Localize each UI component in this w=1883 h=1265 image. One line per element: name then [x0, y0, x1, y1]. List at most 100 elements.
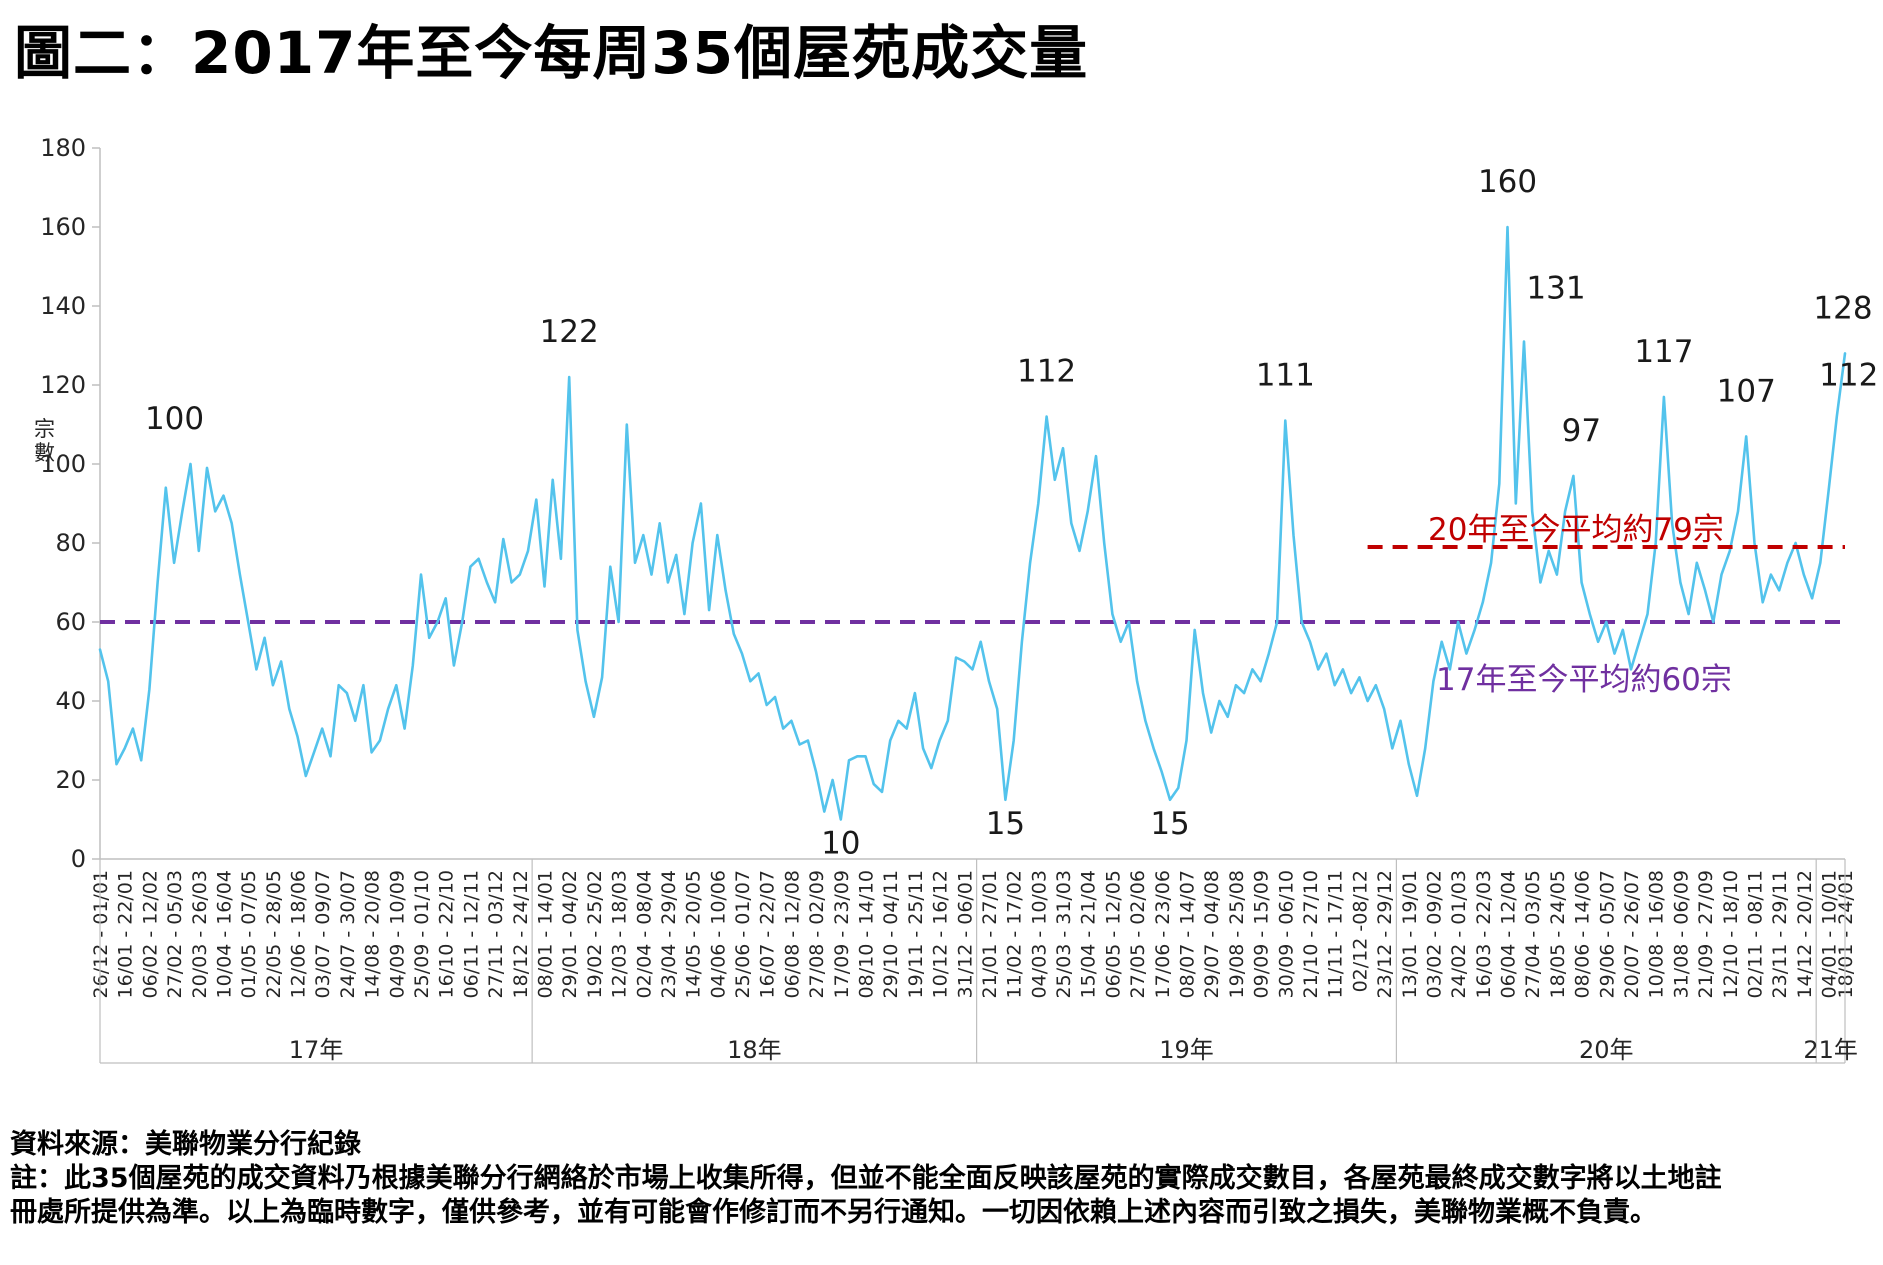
x-tick-label: 03/02 - 09/02	[1423, 870, 1445, 998]
y-tick-label: 0	[71, 845, 86, 873]
data-label-117: 117	[1634, 334, 1693, 370]
avg-line-20-label: 20年至今平均約79宗	[1428, 512, 1724, 548]
y-tick-label: 20	[55, 766, 86, 794]
x-tick-label: 23/12 - 29/12	[1374, 870, 1396, 998]
x-tick-label: 12/03 - 18/03	[609, 870, 631, 998]
data-label-10: 10	[821, 826, 860, 862]
note-line-1: 註：此35個屋苑的成交資料乃根據美聯分行網絡於市場上收集所得，但並不能全面反映該…	[10, 1163, 1722, 1194]
x-tick-label: 14/05 - 20/05	[683, 870, 705, 998]
x-tick-label: 25/09 - 01/10	[411, 870, 433, 998]
x-tick-label: 11/02 - 17/02	[1004, 870, 1026, 998]
y-axis-title: 宗數	[34, 417, 55, 465]
x-tick-label: 08/01 - 14/01	[534, 870, 556, 998]
x-tick-label: 27/08 - 02/09	[806, 870, 828, 998]
x-tick-label: 21/10 - 27/10	[1300, 870, 1322, 998]
x-tick-label: 09/09 - 15/09	[1251, 870, 1273, 998]
x-tick-label: 27/04 - 03/05	[1522, 870, 1544, 998]
x-tick-label: 06/08 - 12/08	[781, 870, 803, 998]
x-tick-label: 23/04 - 29/04	[658, 870, 680, 998]
x-tick-label: 30/09 - 06/10	[1275, 870, 1297, 998]
data-label-160: 160	[1478, 164, 1537, 200]
x-tick-label: 22/05 - 28/05	[263, 870, 285, 998]
data-label-112: 112	[1017, 354, 1076, 390]
year-label-19年: 19年	[1159, 1036, 1214, 1064]
x-tick-label: 19/11 - 25/11	[905, 870, 927, 998]
year-label-20年: 20年	[1579, 1036, 1634, 1064]
x-tick-label: 29/07 - 04/08	[1201, 870, 1223, 998]
x-tick-label: 21/01 - 27/01	[979, 870, 1001, 998]
x-tick-label: 25/06 - 01/07	[732, 870, 754, 998]
x-tick-label: 20/07 - 26/07	[1621, 870, 1643, 998]
x-tick-label: 02/12 -08/12	[1349, 870, 1371, 992]
x-tick-label: 19/08 - 25/08	[1226, 870, 1248, 998]
y-tick-label: 100	[40, 450, 86, 478]
x-tick-label: 24/07 - 30/07	[337, 870, 359, 998]
x-tick-label: 20/03 - 26/03	[189, 870, 211, 998]
data-label-111: 111	[1256, 358, 1315, 394]
x-tick-label: 29/06 - 05/07	[1596, 870, 1618, 998]
x-tick-label: 29/10 - 04/11	[880, 870, 902, 998]
year-label-18年: 18年	[727, 1036, 782, 1064]
x-tick-label: 17/06 - 23/06	[1152, 870, 1174, 998]
x-tick-label: 16/07 - 22/07	[757, 870, 779, 998]
x-tick-label: 19/02 - 25/02	[584, 870, 606, 998]
x-tick-label: 11/11 - 17/11	[1325, 870, 1347, 998]
x-tick-label: 04/09 - 10/09	[386, 870, 408, 998]
x-tick-label: 08/10 - 14/10	[855, 870, 877, 998]
x-tick-label: 06/05 - 12/05	[1102, 870, 1124, 998]
x-tick-label: 06/11 - 12/11	[460, 870, 482, 998]
x-tick-label: 04/01 - 10/01	[1819, 870, 1841, 998]
y-tick-label: 40	[55, 687, 86, 715]
x-tick-label: 16/10 - 22/10	[436, 870, 458, 998]
x-tick-label: 27/05 - 02/06	[1127, 870, 1149, 998]
x-tick-label: 06/02 - 12/02	[139, 870, 161, 998]
x-tick-label: 08/06 - 14/06	[1572, 870, 1594, 998]
x-tick-label: 24/02 - 01/03	[1448, 870, 1470, 998]
x-tick-label: 10/12 - 16/12	[930, 870, 952, 998]
data-label-15: 15	[1150, 806, 1189, 842]
x-tick-label: 13/01 - 19/01	[1399, 870, 1421, 998]
data-label-112: 112	[1819, 358, 1878, 394]
x-tick-label: 12/10 - 18/10	[1720, 870, 1742, 998]
x-tick-label: 04/06 - 10/06	[707, 870, 729, 998]
data-label-131: 131	[1526, 271, 1585, 307]
source-line: 資料來源：美聯物業分行紀錄	[10, 1129, 361, 1160]
x-tick-label: 27/02 - 05/03	[164, 870, 186, 998]
year-label-17年: 17年	[289, 1036, 344, 1064]
x-tick-label: 16/01 - 22/01	[115, 870, 137, 998]
series-line	[98, 225, 1847, 821]
y-tick-label: 180	[40, 134, 86, 162]
x-tick-label: 31/08 - 06/09	[1670, 870, 1692, 998]
x-tick-label: 10/08 - 16/08	[1646, 870, 1668, 998]
x-tick-label: 26/12 - 01/01	[90, 870, 112, 998]
chart-title: 圖二：2017年至今每周35個屋苑成交量	[14, 19, 1089, 87]
data-label-15: 15	[986, 806, 1025, 842]
x-tick-label: 23/11 - 29/11	[1769, 870, 1791, 998]
x-tick-label: 14/12 - 20/12	[1794, 870, 1816, 998]
data-label-107: 107	[1717, 373, 1776, 409]
x-tick-label: 02/11 - 08/11	[1744, 870, 1766, 998]
x-tick-label: 16/03 - 22/03	[1473, 870, 1495, 998]
x-tick-label: 08/07 - 14/07	[1177, 870, 1199, 998]
y-tick-label: 140	[40, 292, 86, 320]
y-tick-label: 120	[40, 371, 86, 399]
x-tick-label: 02/04 - 08/04	[633, 870, 655, 998]
x-tick-label: 18/01 - 24/01	[1835, 870, 1857, 998]
year-label-21年: 21年	[1803, 1036, 1858, 1064]
avg-line-17-label: 17年至今平均約60宗	[1436, 662, 1732, 698]
note-line-2: 冊處所提供為準。以上為臨時數字，僅供參考，並有可能會作修訂而不另行通知。一切因依…	[10, 1197, 1657, 1228]
x-tick-label: 27/11 - 03/12	[485, 870, 507, 998]
x-tick-label: 18/05 - 24/05	[1547, 870, 1569, 998]
x-tick-label: 03/07 - 09/07	[312, 870, 334, 998]
x-tick-label: 06/04 - 12/04	[1498, 870, 1520, 998]
y-tick-label: 60	[55, 608, 86, 636]
x-tick-label: 04/03 - 10/03	[1028, 870, 1050, 998]
x-tick-label: 25/03 - 31/03	[1053, 870, 1075, 998]
x-tick-label: 14/08 - 20/08	[362, 870, 384, 998]
x-tick-label: 18/12 - 24/12	[510, 870, 532, 998]
x-tick-label: 21/09 - 27/09	[1695, 870, 1717, 998]
data-label-100: 100	[145, 401, 204, 437]
